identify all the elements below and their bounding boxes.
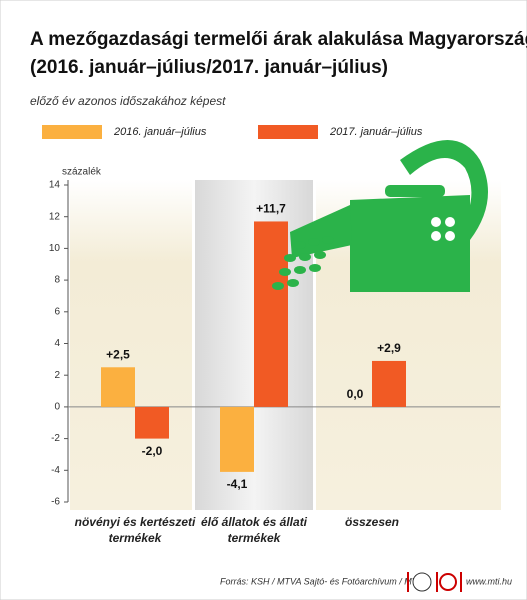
chart-title: (2016. január–július/2017. január–július… [30,57,388,78]
value-label: 0,0 [347,387,364,401]
value-label: +2,5 [106,347,130,361]
y-tick-label: 14 [49,180,61,191]
logo [412,572,432,592]
value-label: -4,1 [227,477,248,491]
chart-title: A mezőgazdasági termelői árak alakulása … [30,29,527,50]
legend-swatch [258,125,318,139]
y-tick-label: 4 [54,338,60,349]
value-label: +2,9 [377,341,401,355]
bar [135,406,169,439]
subtitle: előző év azonos időszakához képest [30,94,226,108]
y-tick-label: 6 [54,306,60,317]
bar [372,360,406,407]
bar [101,367,135,407]
bar [254,221,288,407]
logo [439,573,457,591]
x-tick-label: élő állatok és állati termékek [200,515,308,545]
y-axis-label: százalék [62,167,102,178]
y-tick-label: -2 [51,433,60,444]
bar [220,406,254,472]
y-tick-label: -6 [51,497,60,508]
y-tick-label: 0 [54,402,60,413]
band-bg [70,180,192,510]
website: www.mti.hu [466,576,512,586]
y-tick-label: -4 [51,465,60,476]
value-label: -2,0 [142,444,163,458]
y-tick-label: 12 [49,211,61,222]
legend-label: 2016. január–július [113,126,207,138]
legend-swatch [42,125,102,139]
y-tick-label: 8 [54,275,60,286]
y-tick-label: 10 [49,243,61,254]
legend-label: 2017. január–július [329,126,423,138]
x-tick-label: növényi és kertészeti termékek [74,515,196,545]
y-tick-label: 2 [54,370,60,381]
watering-can [272,140,488,292]
source: Forrás: KSH / MTVA Sajtó- és Fotóarchívu… [220,576,420,586]
x-tick-label: összesen [344,515,400,529]
value-label: +11,7 [256,202,286,216]
